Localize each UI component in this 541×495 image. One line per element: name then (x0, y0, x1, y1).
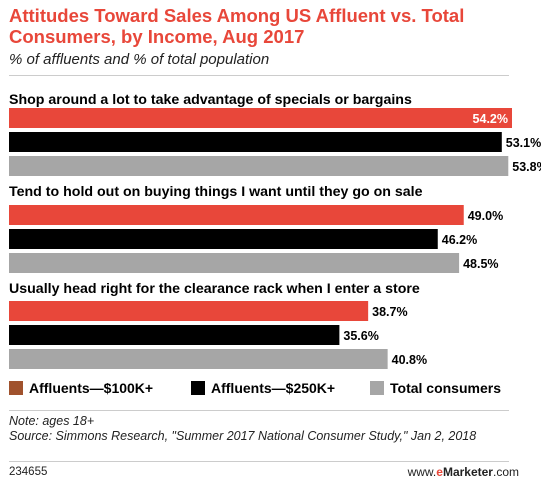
brand-e: e (436, 465, 443, 479)
chart-id: 234655 (9, 466, 48, 478)
note-text: Note: ages 18+ (9, 414, 95, 428)
bar (9, 349, 388, 369)
source-text: Source: Simmons Research, "Summer 2017 N… (9, 429, 477, 443)
data-label: 46.2% (442, 233, 477, 247)
bar (9, 156, 509, 176)
bar (9, 229, 438, 249)
legend: Affluents—$100K+ Affluents—$250K+ Total … (9, 380, 529, 402)
legend-swatch-affluents-100k (9, 381, 23, 395)
footnote: Note: ages 18+ Source: Simmons Research,… (9, 414, 529, 444)
data-label: 53.8% (512, 160, 541, 174)
data-label: 35.6% (343, 329, 378, 343)
category-label: Usually head right for the clearance rac… (9, 281, 420, 297)
brand-suffix: .com (492, 465, 519, 479)
data-label: 48.5% (463, 257, 498, 271)
data-label: 49.0% (468, 209, 503, 223)
bar (9, 325, 340, 345)
data-label: 54.2% (473, 112, 508, 126)
bar (9, 132, 502, 152)
chart-subtitle: % of affluents and % of total population (9, 51, 270, 68)
footer-divider (9, 410, 509, 411)
brand-prefix: www. (407, 465, 437, 479)
data-label: 53.1% (506, 136, 541, 150)
legend-swatch-total-consumers (370, 381, 384, 395)
top-divider (9, 75, 509, 76)
legend-item-affluents-250k: Affluents—$250K+ (191, 380, 335, 396)
category-label: Tend to hold out on buying things I want… (9, 184, 423, 200)
bar (9, 108, 512, 128)
chart-title: Attitudes Toward Sales Among US Affluent… (9, 5, 465, 47)
category-label: Shop around a lot to take advantage of s… (9, 92, 412, 108)
legend-label-affluents-250k: Affluents—$250K+ (211, 380, 336, 396)
data-label: 38.7% (372, 305, 407, 319)
legend-swatch-affluents-250k (191, 381, 205, 395)
bottom-divider (9, 461, 509, 462)
bar (9, 205, 464, 225)
legend-label-total-consumers: Total consumers (390, 380, 501, 396)
bar (9, 301, 369, 321)
emarketer-logo: www.eMarketer.com (408, 465, 519, 479)
brand-name: Marketer (442, 465, 493, 479)
legend-label-affluents-100k: Affluents—$100K+ (29, 380, 154, 396)
bar (9, 253, 460, 273)
legend-item-affluents-100k: Affluents—$100K+ (9, 380, 153, 396)
legend-item-total-consumers: Total consumers (370, 380, 501, 396)
data-label: 40.8% (392, 353, 427, 367)
